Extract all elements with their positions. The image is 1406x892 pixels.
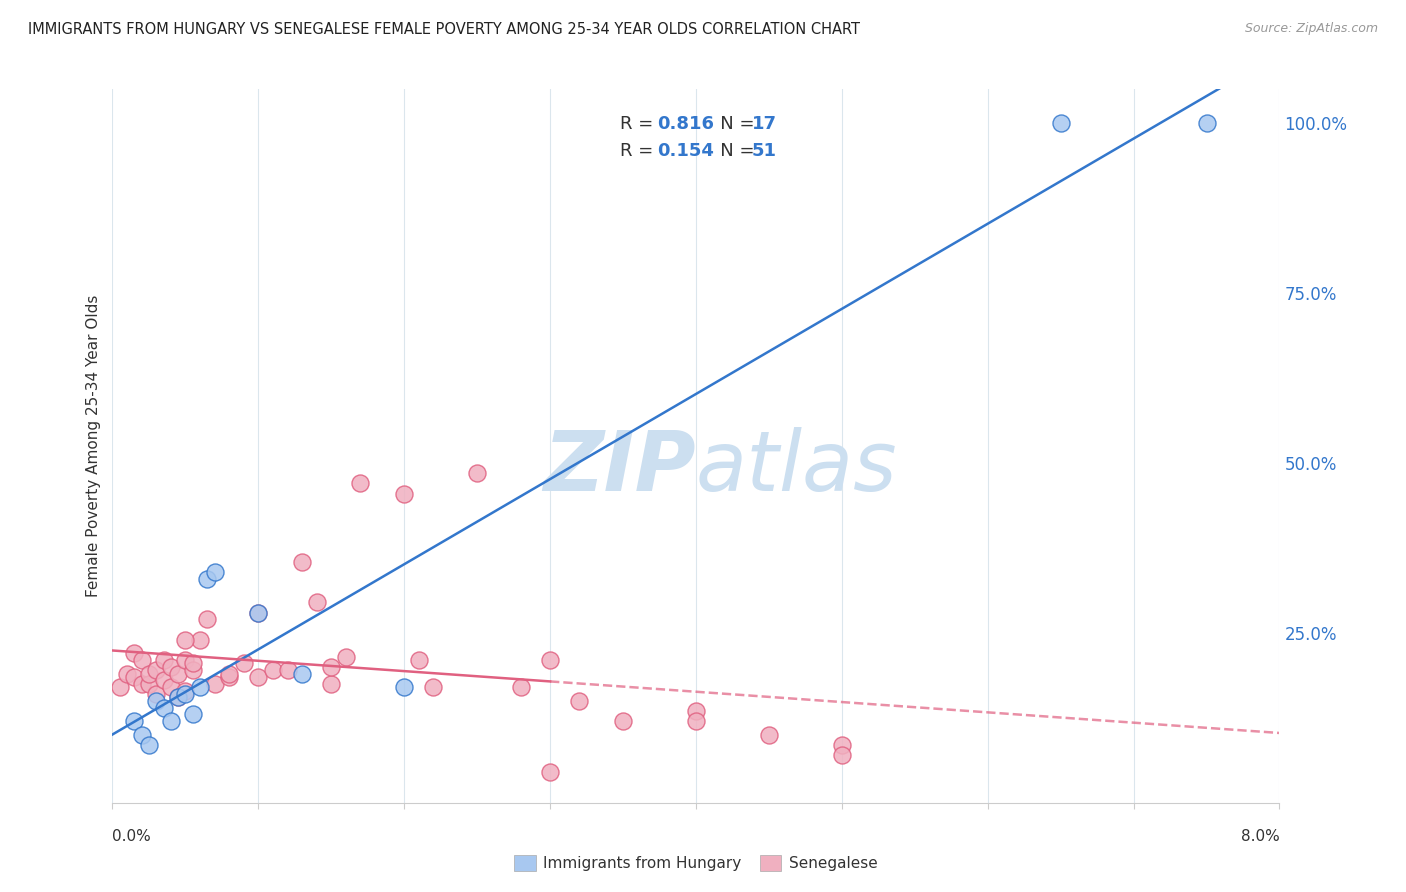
Point	[612, 714, 634, 729]
Point	[115, 666, 138, 681]
Point	[174, 683, 197, 698]
Text: 8.0%: 8.0%	[1240, 830, 1279, 844]
Point	[124, 646, 146, 660]
Text: 0.816: 0.816	[658, 115, 714, 133]
Point	[465, 466, 488, 480]
Point	[167, 690, 190, 705]
Point	[321, 677, 343, 691]
Point	[195, 572, 218, 586]
Legend: Immigrants from Hungary, Senegalese: Immigrants from Hungary, Senegalese	[508, 849, 884, 877]
Point	[160, 714, 183, 729]
Point	[568, 694, 591, 708]
Point	[124, 670, 146, 684]
Text: IMMIGRANTS FROM HUNGARY VS SENEGALESE FEMALE POVERTY AMONG 25-34 YEAR OLDS CORRE: IMMIGRANTS FROM HUNGARY VS SENEGALESE FE…	[28, 22, 860, 37]
Point	[204, 677, 226, 691]
Text: R =: R =	[620, 143, 659, 161]
Point	[131, 677, 153, 691]
Point	[392, 680, 416, 694]
Point	[145, 663, 167, 677]
Text: N =: N =	[703, 143, 761, 161]
Point	[685, 704, 707, 718]
Point	[152, 700, 174, 714]
Text: 51: 51	[752, 143, 778, 161]
Point	[174, 632, 197, 647]
Point	[685, 714, 707, 729]
Point	[218, 670, 240, 684]
Point	[831, 748, 853, 763]
Point	[247, 606, 270, 620]
Text: Source: ZipAtlas.com: Source: ZipAtlas.com	[1244, 22, 1378, 36]
Point	[195, 612, 218, 626]
Point	[188, 680, 211, 694]
Point	[335, 649, 357, 664]
Text: atlas: atlas	[696, 427, 897, 508]
Point	[1195, 116, 1218, 130]
Point	[188, 632, 211, 647]
Text: 0.154: 0.154	[658, 143, 714, 161]
Point	[305, 595, 328, 609]
Text: ZIP: ZIP	[543, 427, 696, 508]
Point	[167, 690, 190, 705]
Point	[321, 660, 343, 674]
Point	[262, 663, 284, 677]
Text: R =: R =	[620, 115, 659, 133]
Point	[349, 476, 371, 491]
Point	[247, 670, 270, 684]
Point	[124, 714, 146, 729]
Text: 0.0%: 0.0%	[112, 830, 152, 844]
Point	[538, 765, 561, 780]
Point	[131, 653, 153, 667]
Y-axis label: Female Poverty Among 25-34 Year Olds: Female Poverty Among 25-34 Year Olds	[86, 295, 101, 597]
Point	[538, 653, 561, 667]
Point	[181, 657, 204, 671]
Point	[152, 653, 174, 667]
Point	[131, 728, 153, 742]
Point	[291, 555, 314, 569]
Point	[167, 666, 190, 681]
Text: 17: 17	[752, 115, 778, 133]
Point	[181, 707, 204, 722]
Point	[276, 663, 298, 677]
Point	[831, 738, 853, 752]
Point	[204, 565, 226, 579]
Point	[160, 660, 183, 674]
Point	[108, 680, 131, 694]
Point	[1049, 116, 1071, 130]
Point	[218, 666, 240, 681]
Point	[408, 653, 430, 667]
Text: N =: N =	[703, 115, 761, 133]
Point	[509, 680, 531, 694]
Point	[160, 680, 183, 694]
Point	[247, 606, 270, 620]
Point	[145, 687, 167, 701]
Point	[181, 663, 204, 677]
Point	[422, 680, 444, 694]
Point	[138, 738, 160, 752]
Point	[138, 666, 160, 681]
Point	[291, 666, 314, 681]
Point	[232, 657, 254, 671]
Point	[758, 728, 780, 742]
Point	[392, 486, 416, 500]
Point	[145, 694, 167, 708]
Point	[138, 677, 160, 691]
Point	[152, 673, 174, 688]
Point	[174, 687, 197, 701]
Point	[174, 653, 197, 667]
